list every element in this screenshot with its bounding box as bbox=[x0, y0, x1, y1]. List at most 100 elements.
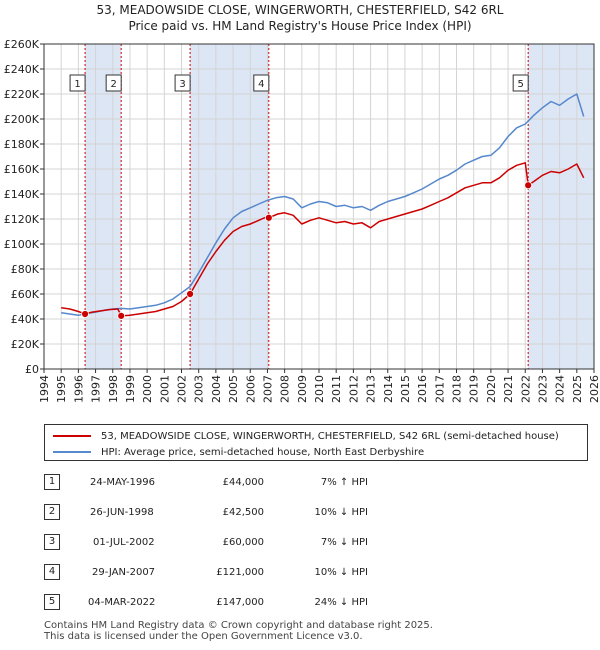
x-tick-label: 2019 bbox=[468, 375, 481, 403]
sale-date: 04-MAR-2022 bbox=[88, 597, 156, 608]
x-tick-label: 2004 bbox=[210, 375, 223, 403]
table-row: 5 04-MAR-2022 £147,000 24% ↓ HPI bbox=[0, 594, 600, 614]
y-tick-label: £200K bbox=[4, 113, 40, 126]
x-tick-label: 2002 bbox=[176, 375, 189, 403]
footer-line2: This data is licensed under the Open Gov… bbox=[44, 631, 363, 642]
x-tick-label: 2001 bbox=[158, 375, 171, 403]
sale-price: £121,000 bbox=[216, 567, 264, 578]
sale-price: £42,500 bbox=[222, 507, 264, 518]
sale-marker-label: 4 bbox=[258, 79, 264, 90]
sale-point bbox=[186, 290, 194, 298]
price-chart: 1 2 3 4 5 £0 £20K £40K £60K £80K £100K £120K £140K £1… bbox=[4, 38, 600, 403]
x-tick-label: 2016 bbox=[416, 375, 429, 403]
sale-marker-box bbox=[105, 74, 122, 92]
x-tick-label: 2008 bbox=[279, 375, 292, 403]
y-tick-label: £0 bbox=[25, 363, 39, 376]
x-tick-label: 2022 bbox=[519, 375, 532, 403]
sale-marker-box bbox=[253, 74, 270, 92]
sale-date: 26-JUN-1998 bbox=[90, 507, 154, 518]
x-tick-label: 2015 bbox=[399, 375, 412, 403]
legend-label-property: 53, MEADOWSIDE CLOSE, WINGERWORTH, CHEST… bbox=[101, 430, 559, 442]
sale-hpi-diff: 10% ↓ HPI bbox=[314, 567, 368, 578]
legend-label-hpi: HPI: Average price, semi-detached house,… bbox=[101, 446, 425, 458]
legend-item-property: 53, MEADOWSIDE CLOSE, WINGERWORTH, CHEST… bbox=[53, 428, 559, 444]
sale-marker-box bbox=[174, 74, 191, 92]
sale-date: 29-JAN-2007 bbox=[92, 567, 156, 578]
x-tick-label: 1998 bbox=[107, 375, 120, 403]
x-tick-label: 2003 bbox=[193, 375, 206, 403]
x-tick-label: 1995 bbox=[55, 375, 68, 403]
y-tick-label: £80K bbox=[11, 263, 40, 276]
sale-hpi-diff: 10% ↓ HPI bbox=[314, 507, 368, 518]
sale-point bbox=[264, 213, 273, 222]
legend-swatch-hpi bbox=[53, 451, 91, 453]
footer-line1: Contains HM Land Registry data © Crown c… bbox=[44, 620, 433, 631]
y-tick-label: £160K bbox=[4, 163, 40, 176]
x-tick-label: 1996 bbox=[72, 375, 85, 403]
sale-marker-label: 2 bbox=[110, 79, 116, 90]
x-tick-label: 2013 bbox=[365, 375, 378, 403]
x-tick-label: 2026 bbox=[588, 375, 600, 403]
x-tick-label: 2017 bbox=[433, 375, 446, 403]
sale-point bbox=[524, 181, 533, 190]
x-tick-label: 2007 bbox=[261, 375, 274, 403]
x-tick-label: 1999 bbox=[124, 375, 137, 403]
sale-point bbox=[81, 310, 89, 318]
x-tick-label: 2006 bbox=[244, 375, 257, 403]
sale-hpi-diff: 7% ↓ HPI bbox=[320, 537, 368, 548]
sale-date: 01-JUL-2002 bbox=[93, 537, 155, 548]
x-tick-label: 2024 bbox=[554, 375, 567, 403]
y-tick-label: £140K bbox=[4, 188, 40, 201]
sale-price: £60,000 bbox=[222, 537, 264, 548]
sale-point bbox=[117, 311, 126, 320]
y-tick-label: £240K bbox=[4, 63, 40, 76]
x-tick-label: 2023 bbox=[536, 375, 549, 403]
x-tick-label: 1994 bbox=[38, 375, 51, 403]
sale-marker-box bbox=[69, 74, 86, 92]
series-line bbox=[61, 162, 585, 317]
chart-legend: 53, MEADOWSIDE CLOSE, WINGERWORTH, CHEST… bbox=[44, 424, 588, 461]
x-tick-label: 2011 bbox=[330, 375, 343, 403]
x-tick-label: 2000 bbox=[141, 375, 154, 403]
chart-title-line2: Price paid vs. HM Land Registry's House … bbox=[128, 19, 472, 33]
x-tick-label: 1997 bbox=[90, 375, 103, 403]
x-tick-label: 2020 bbox=[485, 375, 498, 403]
table-row: 3 01-JUL-2002 £60,000 7% ↓ HPI bbox=[0, 534, 600, 554]
sale-date: 24-MAY-1996 bbox=[90, 477, 156, 488]
sale-marker-label: 3 bbox=[179, 79, 185, 90]
y-tick-label: £20K bbox=[11, 338, 40, 351]
sale-marker-box bbox=[512, 74, 529, 92]
y-tick-label: £60K bbox=[11, 288, 40, 301]
y-tick-label: £120K bbox=[4, 213, 40, 226]
shaded-span bbox=[528, 44, 594, 369]
sale-number-badge: 1 bbox=[44, 474, 60, 490]
x-tick-label: 2010 bbox=[313, 375, 326, 403]
x-tick-label: 2021 bbox=[502, 375, 515, 403]
y-tick-label: £180K bbox=[4, 138, 40, 151]
chart-title-line1: 53, MEADOWSIDE CLOSE, WINGERWORTH, CHEST… bbox=[96, 3, 504, 17]
sale-number-badge: 3 bbox=[44, 534, 60, 550]
shaded-span bbox=[85, 44, 122, 369]
sale-hpi-diff: 7% ↑ HPI bbox=[320, 477, 368, 488]
y-tick-label: £260K bbox=[4, 38, 40, 51]
legend-swatch-property bbox=[53, 435, 91, 437]
shaded-span bbox=[190, 44, 269, 369]
series-line bbox=[61, 93, 585, 317]
x-tick-label: 2012 bbox=[347, 375, 360, 403]
y-tick-label: £40K bbox=[11, 313, 40, 326]
x-tick-label: 2025 bbox=[571, 375, 584, 403]
x-tick-label: 2018 bbox=[451, 375, 464, 403]
x-tick-label: 2005 bbox=[227, 375, 240, 403]
sale-number-badge: 5 bbox=[44, 594, 60, 610]
footer-attribution: Contains HM Land Registry data © Crown c… bbox=[44, 620, 433, 642]
sale-hpi-diff: 24% ↓ HPI bbox=[314, 597, 368, 608]
table-row: 1 24-MAY-1996 £44,000 7% ↑ HPI bbox=[0, 474, 600, 494]
table-row: 4 29-JAN-2007 £121,000 10% ↓ HPI bbox=[0, 564, 600, 584]
legend-item-hpi: HPI: Average price, semi-detached house,… bbox=[53, 444, 424, 460]
y-tick-label: £100K bbox=[4, 238, 40, 251]
table-row: 2 26-JUN-1998 £42,500 10% ↓ HPI bbox=[0, 504, 600, 524]
sale-price: £44,000 bbox=[222, 477, 264, 488]
y-tick-label: £220K bbox=[4, 88, 40, 101]
x-tick-label: 2014 bbox=[382, 375, 395, 403]
sale-marker-label: 1 bbox=[74, 79, 80, 90]
